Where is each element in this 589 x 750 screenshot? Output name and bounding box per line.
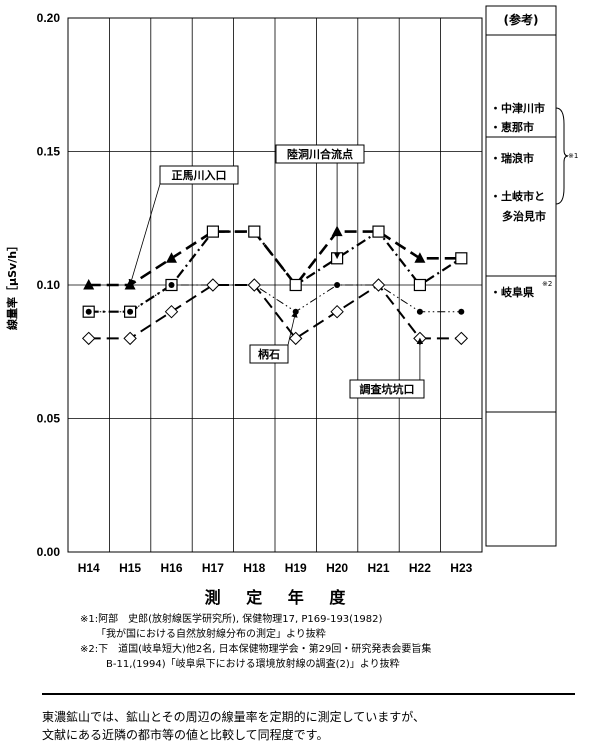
x-tick-label: H15 [119,561,141,575]
summary-line-1: 東濃鉱山では、鉱山とその周辺の線量率を定期的に測定していますが、 [42,710,426,724]
dot-marker [127,308,134,315]
dot-marker [168,282,175,288]
y-tick-label: 0.10 [37,278,61,292]
diamond-marker [247,278,262,292]
dot-marker [458,308,465,315]
callout-box [349,379,425,399]
callout-label: 調査坑坑口 [360,382,415,396]
callout-label: 正馬川入口 [172,169,227,182]
reference-note-1: ※1 [568,152,578,160]
square-marker [413,278,426,292]
square-marker [455,252,468,265]
footnote-2-detail: B-11,(1994)「岐阜県下における環境放射線の調査(2)」より抜粋 [106,659,400,670]
reference-item-nakatsugawa: ・中津川市 [490,101,545,115]
y-axis-title: 線量率［μSv/h］ [5,240,19,330]
footnotes: ※1:阿部 史郎(放射線医学研究所), 保健物理17, P169-193(198… [80,612,580,672]
x-tick-label: H20 [326,561,348,575]
x-axis-title: 測 定 年 度 [205,588,356,607]
x-tick-label: H21 [367,561,389,575]
reference-item-tajimi: 多治見市 [502,209,546,223]
square-marker [289,278,302,292]
diamond-marker [206,278,220,292]
diamond-marker [123,331,137,346]
summary-text: 東濃鉱山では、鉱山とその周辺の線量率を定期的に測定していますが、 文献にある近隣… [42,708,582,744]
reference-brace [555,107,569,205]
x-tick-label: H18 [243,561,265,575]
x-tick-label: H17 [202,561,224,575]
diamond-marker [371,278,386,292]
x-tick-label: H23 [450,561,472,575]
y-tick-label: 0.00 [37,545,61,559]
triangle-marker [83,279,95,290]
callout-box [275,144,365,164]
series-line [88,284,462,313]
callout-label: 柄石 [258,347,280,361]
x-tick-label: H16 [160,561,182,575]
reference-item-toki: ・土岐市と [490,189,545,203]
reference-panel: (参考) ・中津川市 ・恵那市 ・瑞浪市 ・土岐市と 多治見市 ・岐阜県 ※2 … [485,5,578,547]
x-tick-label: H14 [78,561,100,575]
reference-item-ena: ・恵那市 [490,120,534,134]
callout-leader [287,310,298,346]
x-tick-label: H22 [409,561,431,575]
x-tick-label: H19 [285,561,307,575]
callout-box [159,165,239,185]
diamond-marker [454,331,469,346]
diamond-marker [288,331,303,346]
y-axis-ticks: 0.00 0.05 0.10 0.15 0.20 [37,11,61,559]
triangle-marker [414,252,426,263]
diamond-marker [164,304,179,319]
triangle-marker [166,252,177,263]
dot-marker [416,308,423,315]
y-tick-label: 0.05 [37,412,61,426]
plot-area-frame [67,17,483,553]
series-line [88,283,462,340]
dot-marker [334,282,341,288]
series-lines [88,230,462,340]
y-tick-label: 0.15 [37,145,61,159]
reference-note-2: ※2 [542,280,552,288]
footnote-1: ※1:阿部 史郎(放射線医学研究所), 保健物理17, P169-193(198… [80,614,383,625]
dot-marker [85,308,92,315]
reference-item-mizunami: ・瑞浪市 [490,151,534,165]
callout-leader [128,183,161,286]
reference-panel-title: (参考) [504,12,539,27]
diamond-marker [330,304,344,319]
footnote-2: ※2:下 道国(岐阜短大)他2名, 日本保健物理学会・第29回・研究発表会要旨集 [80,644,432,655]
series-line [88,230,462,288]
x-axis-ticks: H14 H15 H16 H17 H18 H19 H20 H21 H22 H23 [78,561,473,575]
reference-item-gifu: ・岐阜県 [490,285,534,299]
square-marker [248,225,261,238]
diamond-marker [81,331,96,346]
square-marker [206,225,219,238]
callout-label: 陸洞川合流点 [287,147,353,161]
series-markers [81,225,469,346]
summary-line-2: 文献にある近隣の都市等の値と比較して同程度です。 [42,728,329,742]
dose-rate-chart: 0.000.050.100.150.20 H14 H15 H16 H17 H18 H19 H… [5,5,578,607]
square-marker [372,225,385,238]
callout-box [249,344,289,364]
divider-rule [42,693,575,695]
y-tick-label: 0.20 [37,11,61,25]
grid-lines [68,18,482,552]
footnote-1-detail: 「我が国における自然放射線分布の測定」より抜粋 [96,629,326,640]
